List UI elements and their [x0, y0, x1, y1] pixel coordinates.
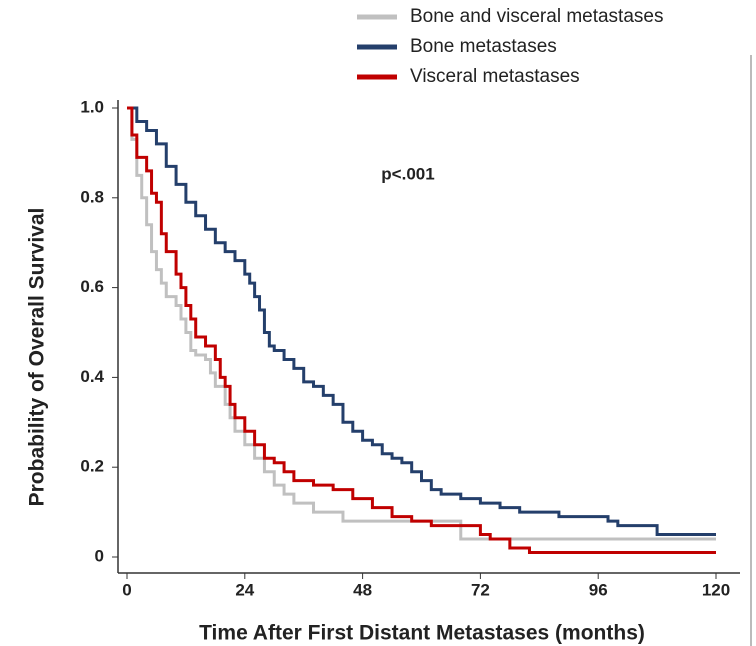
x-tick-label: 72	[471, 580, 490, 599]
y-tick-label: 0.2	[80, 457, 104, 476]
y-tick-label: 0.6	[80, 277, 104, 296]
y-axis-title: Probability of Overall Survival	[26, 208, 49, 507]
legend-label: Visceral metastases	[410, 66, 580, 87]
y-tick-label: 0	[95, 546, 104, 565]
p-value: p<.001	[381, 164, 434, 183]
x-tick-label: 120	[702, 580, 730, 599]
x-tick-label: 48	[353, 580, 372, 599]
y-tick-label: 0.4	[80, 367, 104, 386]
y-tick-label: 0.8	[80, 187, 104, 206]
x-tick-label: 0	[122, 580, 131, 599]
survival-curve	[127, 106, 716, 541]
y-tick-label: 1.0	[80, 97, 104, 116]
x-tick-label: 96	[589, 580, 608, 599]
survival-curve	[127, 106, 716, 537]
x-axis-title: Time After First Distant Metastases (mon…	[199, 622, 645, 645]
legend-label: Bone and visceral metastases	[410, 6, 663, 27]
legend-label: Bone metastases	[410, 36, 557, 57]
x-tick-label: 24	[235, 580, 254, 599]
survival-curve	[127, 106, 716, 555]
